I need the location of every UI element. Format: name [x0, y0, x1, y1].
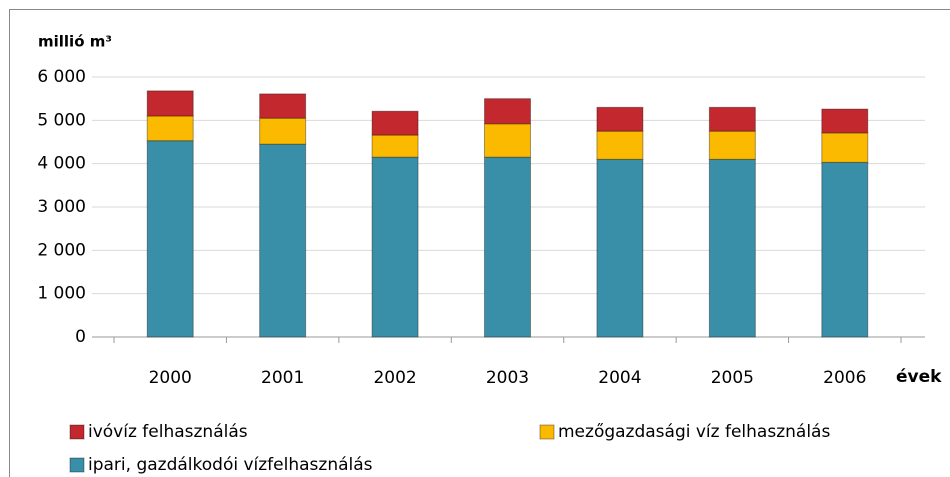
- bar-segment: [484, 98, 531, 125]
- y-tick-label: 4 000: [37, 154, 86, 174]
- bar-segment: [259, 117, 307, 145]
- bar-segment: [371, 110, 419, 136]
- x-tick-label: 2002: [373, 368, 416, 388]
- x-tick-label: 2001: [261, 368, 304, 388]
- bar-segment: [371, 156, 419, 338]
- y-tick-label: 2 000: [37, 240, 86, 260]
- x-tick-label: 2005: [711, 368, 754, 388]
- legend-swatch: [69, 457, 85, 473]
- bar-segment: [259, 93, 307, 119]
- y-tick-label: 6 000: [37, 67, 86, 87]
- y-tick-label: 0: [75, 327, 86, 347]
- bar-segment: [821, 161, 869, 338]
- bar-segment: [484, 156, 531, 338]
- legend-label: ivóvíz felhasználás: [88, 422, 248, 442]
- legend-label: mezőgazdasági víz felhasználás: [558, 422, 830, 442]
- bar-segment: [146, 115, 194, 142]
- bar-segment: [708, 130, 756, 160]
- bar-segment: [708, 158, 756, 338]
- x-tick-label: 2000: [149, 368, 192, 388]
- bar-segment: [371, 134, 419, 158]
- bar-segment: [596, 130, 644, 160]
- bar-segment: [708, 106, 756, 132]
- y-tick-label: 1 000: [37, 284, 86, 304]
- x-tick-label: 2003: [486, 368, 529, 388]
- bar-segment: [596, 106, 644, 132]
- bar-segment: [484, 123, 531, 158]
- bar-segment: [146, 140, 194, 338]
- x-tick-label: 2004: [598, 368, 641, 388]
- x-axis-label: évek: [896, 367, 942, 387]
- bar-segment: [821, 108, 869, 134]
- y-tick-label: 3 000: [37, 197, 86, 217]
- x-tick-label: 2006: [823, 368, 866, 388]
- bar-segment: [259, 143, 307, 338]
- legend-swatch: [539, 424, 555, 440]
- bar-segment: [596, 158, 644, 338]
- y-tick-label: 5 000: [37, 110, 86, 130]
- legend-swatch: [69, 424, 85, 440]
- bar-segment: [821, 132, 869, 163]
- bar-segment: [146, 90, 194, 117]
- legend-label: ipari, gazdálkodói vízfelhasználás: [88, 455, 373, 475]
- y-axis-label: millió m³: [38, 33, 112, 51]
